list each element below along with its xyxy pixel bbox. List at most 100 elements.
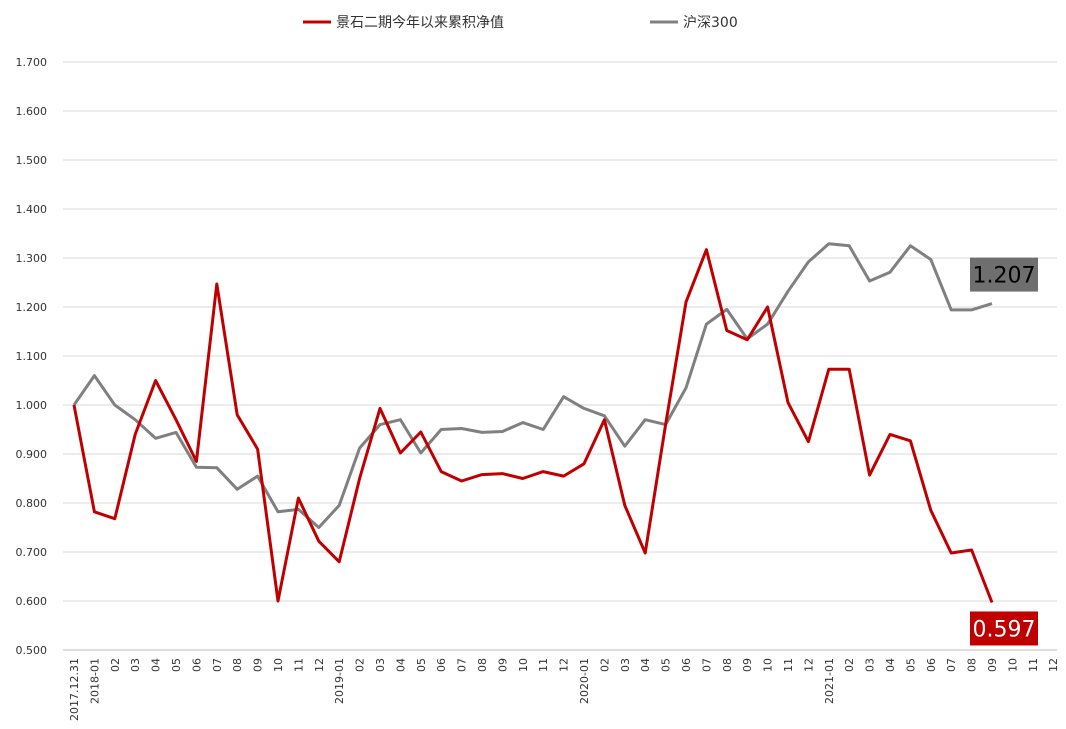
x-tick: 10 xyxy=(1006,658,1019,672)
x-tick-label: 05 xyxy=(170,658,183,672)
x-tick-label: 03 xyxy=(619,658,632,672)
x-tick-label: 06 xyxy=(190,658,203,672)
y-tick-label: 0.800 xyxy=(16,497,48,510)
x-tick-label: 08 xyxy=(721,658,734,672)
x-tick-label: 2017.12.31 xyxy=(68,658,81,721)
x-tick-label: 02 xyxy=(109,658,122,672)
x-tick: 2018-01 xyxy=(88,658,101,704)
x-tick: 02 xyxy=(598,658,611,672)
series-lines xyxy=(72,242,994,604)
x-tick-label: 10 xyxy=(517,658,530,672)
x-tick-label: 09 xyxy=(252,658,265,672)
x-tick-label: 06 xyxy=(925,658,938,672)
x-tick: 04 xyxy=(884,658,897,672)
x-tick-label: 12 xyxy=(313,658,326,672)
x-tick-label: 02 xyxy=(354,658,367,672)
x-tick: 06 xyxy=(435,658,448,672)
x-tick-label: 04 xyxy=(150,658,163,672)
y-tick-label: 1.100 xyxy=(16,350,48,363)
x-tick-label: 11 xyxy=(1027,658,1040,672)
y-tick-label: 1.000 xyxy=(16,399,48,412)
callout-label-1: 1.207 xyxy=(973,264,1036,289)
x-axis-ticks: 2017.12.31 2018-01 02 03 04 05 06 07 08 09 10 11 12 2… xyxy=(68,658,1060,721)
legend-label-series-1: 景石二期今年以来累积净值 xyxy=(336,15,504,31)
x-tick-label: 08 xyxy=(231,658,244,672)
x-tick: 07 xyxy=(700,658,713,672)
x-tick-label: 06 xyxy=(680,658,693,672)
x-tick: 09 xyxy=(986,658,999,672)
x-tick-label: 2019-01 xyxy=(333,658,346,704)
x-tick: 08 xyxy=(231,658,244,672)
x-tick: 06 xyxy=(190,658,203,672)
callout-box-1 xyxy=(970,257,1038,292)
x-tick-label: 07 xyxy=(945,658,958,672)
x-tick: 10 xyxy=(272,658,285,672)
series-line-2 xyxy=(72,242,993,529)
x-tick: 06 xyxy=(925,658,938,672)
x-tick-label: 11 xyxy=(782,658,795,672)
x-tick-label: 08 xyxy=(966,658,979,672)
x-tick: 09 xyxy=(741,658,754,672)
x-tick: 03 xyxy=(864,658,877,672)
y-tick-label: 1.700 xyxy=(16,56,48,69)
x-tick: 05 xyxy=(415,658,428,672)
x-tick-label: 09 xyxy=(496,658,509,672)
x-tick-label: 02 xyxy=(598,658,611,672)
x-tick-label: 09 xyxy=(741,658,754,672)
x-tick: 05 xyxy=(170,658,183,672)
x-tick: 10 xyxy=(517,658,530,672)
x-tick-label: 10 xyxy=(762,658,775,672)
x-tick: 12 xyxy=(558,658,571,672)
y-tick-label: 1.600 xyxy=(16,105,48,118)
x-tick: 04 xyxy=(150,658,163,672)
x-tick: 11 xyxy=(292,658,305,672)
x-tick: 02 xyxy=(843,658,856,672)
y-axis-ticks: 0.500 0.600 0.700 0.800 0.900 1.000 1.100 1.200… xyxy=(16,56,48,657)
y-tick-label: 0.600 xyxy=(16,595,48,608)
x-tick-label: 05 xyxy=(660,658,673,672)
x-tick: 09 xyxy=(496,658,509,672)
x-tick: 04 xyxy=(639,658,652,672)
x-tick: 11 xyxy=(537,658,550,672)
callout-box-2 xyxy=(970,611,1038,646)
series-line-1 xyxy=(72,248,994,604)
x-tick-label: 11 xyxy=(292,658,305,672)
x-tick-label: 11 xyxy=(537,658,550,672)
y-tick-label: 1.500 xyxy=(16,154,48,167)
x-tick: 08 xyxy=(476,658,489,672)
x-tick: 03 xyxy=(374,658,387,672)
y-tick-label: 0.700 xyxy=(16,546,48,559)
x-tick-label: 05 xyxy=(904,658,917,672)
x-tick-label: 2020-01 xyxy=(578,658,591,704)
x-tick-label: 12 xyxy=(1047,658,1060,672)
x-tick-label: 10 xyxy=(1006,658,1019,672)
x-tick-label: 04 xyxy=(884,658,897,672)
x-tick-label: 2021-01 xyxy=(823,658,836,704)
x-tick: 10 xyxy=(762,658,775,672)
x-tick: 2017.12.31 xyxy=(68,658,81,721)
x-tick-label: 07 xyxy=(211,658,224,672)
x-tick: 11 xyxy=(1027,658,1040,672)
x-tick: 05 xyxy=(904,658,917,672)
x-tick-label: 2018-01 xyxy=(88,658,101,704)
y-tick-label: 1.400 xyxy=(16,203,48,216)
x-tick-label: 06 xyxy=(435,658,448,672)
x-tick: 2019-01 xyxy=(333,658,346,704)
x-tick: 07 xyxy=(456,658,469,672)
y-tick-label: 1.200 xyxy=(16,301,48,314)
x-tick-label: 07 xyxy=(700,658,713,672)
x-tick: 2021-01 xyxy=(823,658,836,704)
x-tick-label: 04 xyxy=(394,658,407,672)
y-tick-label: 0.500 xyxy=(16,644,48,657)
x-tick: 12 xyxy=(802,658,815,672)
x-tick: 06 xyxy=(680,658,693,672)
x-tick-label: 02 xyxy=(843,658,856,672)
legend: 景石二期今年以来累积净值 沪深300 xyxy=(303,15,738,31)
x-tick: 11 xyxy=(782,658,795,672)
x-tick: 05 xyxy=(660,658,673,672)
callout-label-2: 0.597 xyxy=(973,617,1036,642)
x-tick-label: 04 xyxy=(639,658,652,672)
y-tick-label: 1.300 xyxy=(16,252,48,265)
x-tick: 04 xyxy=(394,658,407,672)
